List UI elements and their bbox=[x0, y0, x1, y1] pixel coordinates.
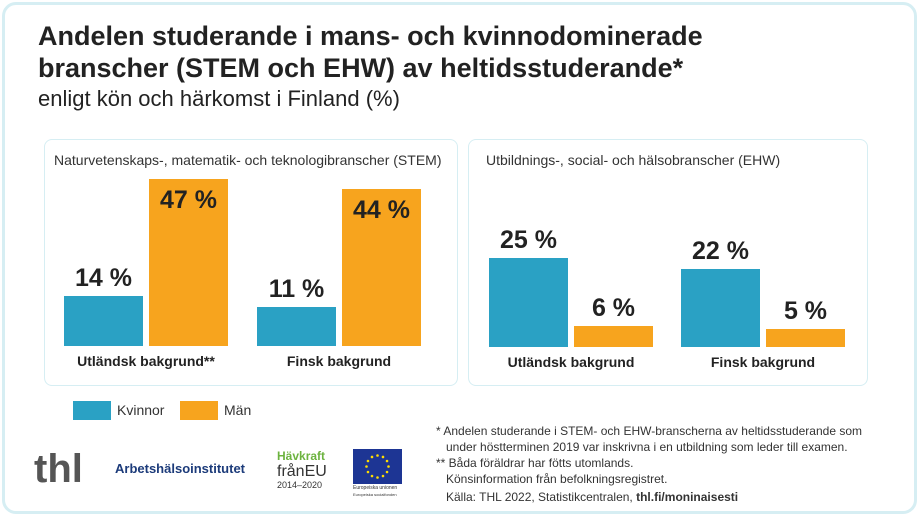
legend-swatch-man bbox=[180, 401, 218, 420]
eu-star bbox=[370, 455, 374, 459]
eu-flag-icon bbox=[353, 449, 402, 484]
eu-star bbox=[370, 474, 374, 478]
eu-star bbox=[366, 459, 370, 463]
bar-man-0 bbox=[574, 325, 653, 347]
source-link[interactable]: thl.fi/moninaisesti bbox=[636, 490, 739, 504]
data-label: 25 % bbox=[500, 226, 557, 254]
category-label: Utländsk bakgrund bbox=[507, 354, 635, 370]
eu-star bbox=[381, 455, 385, 459]
ehw-panel-title: Utbildnings-, social- och hälsobranscher… bbox=[486, 152, 781, 168]
bar-kvinnor-1 bbox=[681, 268, 760, 347]
eu-star bbox=[376, 476, 379, 479]
ehw-panel bbox=[468, 139, 868, 386]
stem-panel bbox=[44, 139, 458, 386]
legend-label-kvinnor: Kvinnor bbox=[117, 402, 165, 418]
bar-kvinnor-1 bbox=[257, 306, 336, 346]
data-label: 22 % bbox=[692, 236, 749, 265]
eu-star bbox=[385, 470, 389, 474]
eu-star bbox=[385, 459, 389, 463]
chart-subtitle: enligt kön och härkomst i Finland (%) bbox=[38, 86, 400, 111]
bar-man-1 bbox=[766, 329, 845, 347]
category-label: Finsk bakgrund bbox=[710, 354, 816, 370]
data-label: 14 % bbox=[75, 264, 132, 293]
eu-logo: Europeiska unionen Europeiska socialfond… bbox=[353, 449, 413, 498]
category-label: Finsk bakgrund bbox=[286, 353, 392, 369]
bar-kvinnor-0 bbox=[489, 258, 568, 347]
data-label: 5 % bbox=[783, 297, 828, 326]
category-label: Utländsk bakgrund** bbox=[77, 353, 215, 369]
bar-man-1 bbox=[342, 189, 421, 346]
legend-swatch-kvinnor bbox=[73, 401, 111, 420]
eu-star bbox=[387, 465, 390, 468]
data-label: 11 % bbox=[268, 274, 325, 303]
footnotes: * Andelen studerande i STEM- och EHW-bra… bbox=[436, 424, 863, 504]
bar-kvinnor-0 bbox=[64, 296, 143, 346]
eu-star bbox=[365, 465, 368, 468]
data-label: 47 % bbox=[160, 185, 217, 214]
stem-panel-title: Naturvetenskaps-, matematik- och teknolo… bbox=[54, 152, 442, 168]
data-label: 44 % bbox=[353, 196, 410, 225]
ttl-logo: Arbetshälsoinstitutet bbox=[115, 461, 246, 476]
havkraft-logo: Hävkraft frånEU 2014–2020 bbox=[277, 449, 327, 490]
bar-man-0 bbox=[149, 178, 228, 346]
eu-star bbox=[381, 474, 385, 478]
thl-logo: thl bbox=[34, 447, 83, 491]
legend-label-man: Män bbox=[224, 402, 252, 418]
eu-star bbox=[366, 470, 370, 474]
data-label: 6 % bbox=[591, 293, 636, 322]
eu-star bbox=[376, 454, 379, 457]
chart-title: Andelen studerande i mans- och kvinnodom… bbox=[38, 21, 703, 83]
